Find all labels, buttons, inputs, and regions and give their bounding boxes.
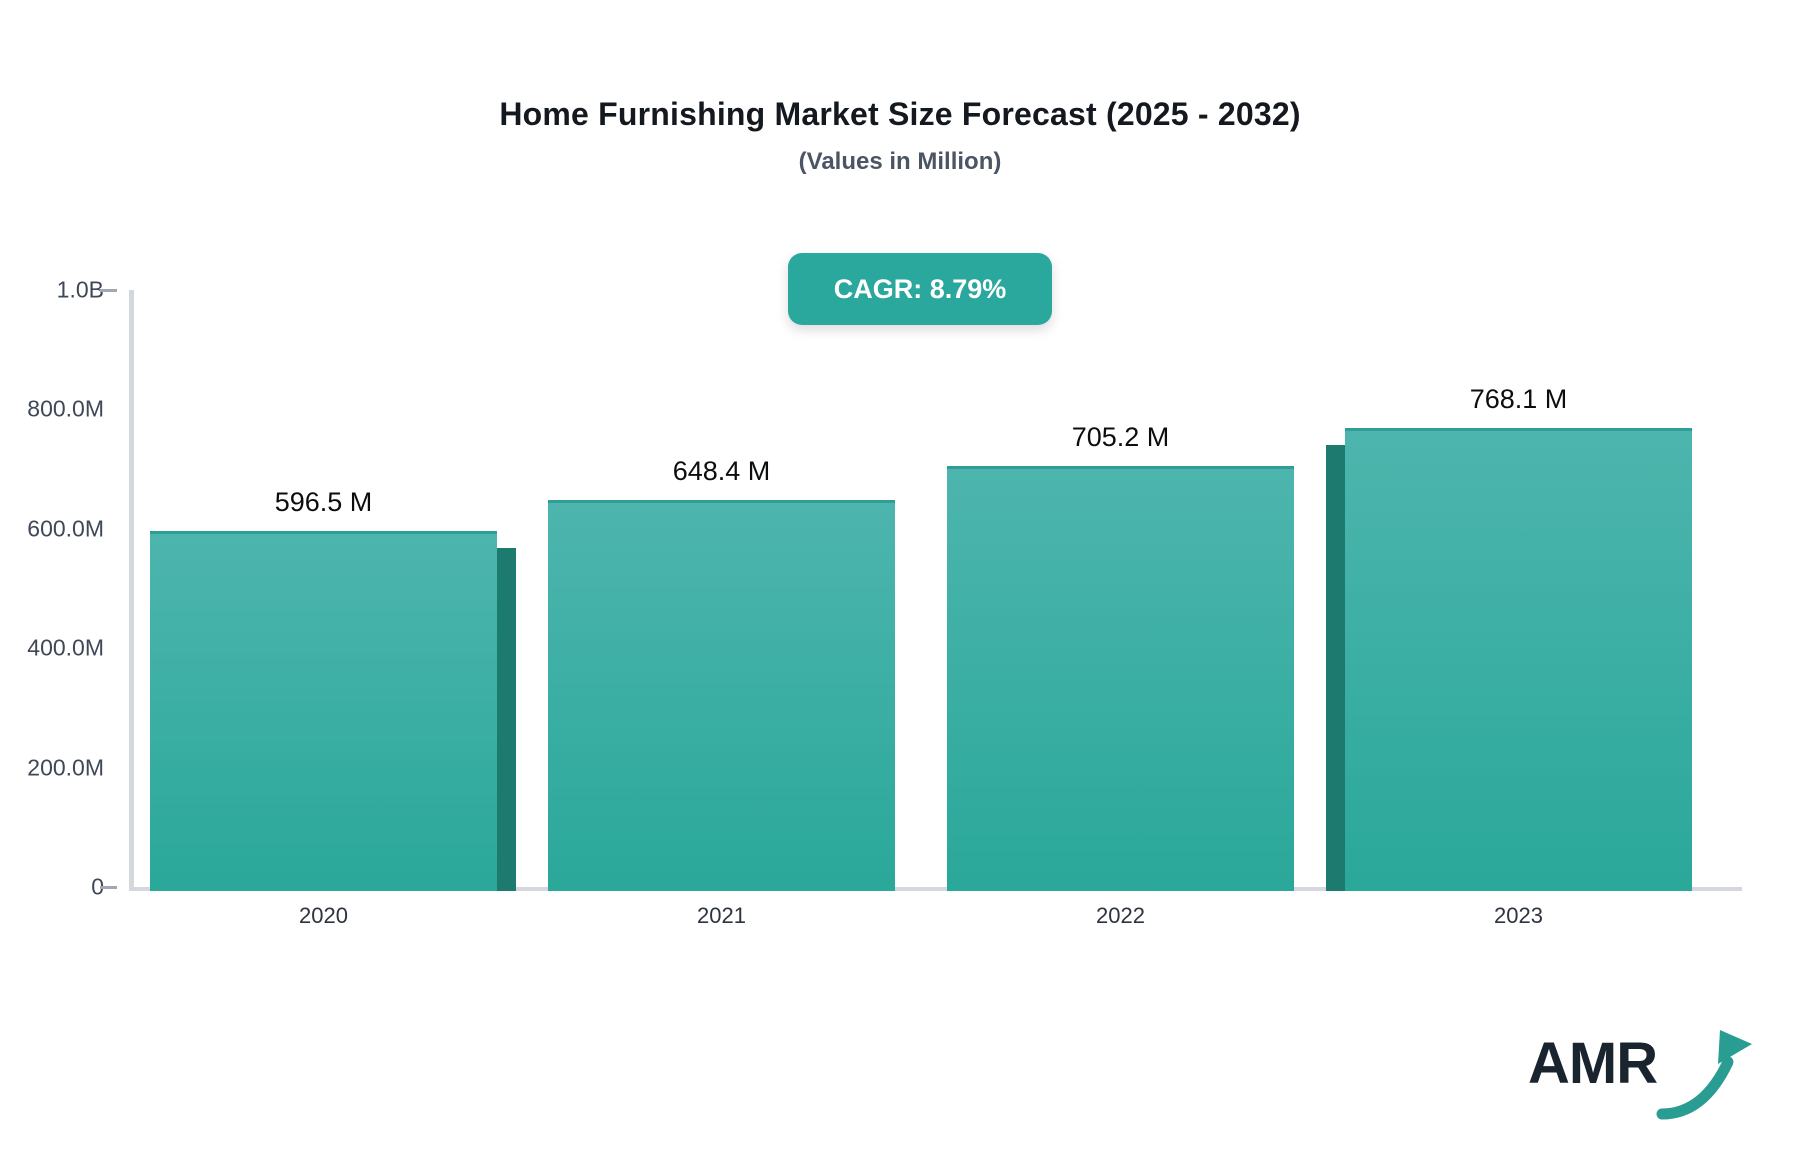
y-axis-tick-label: 400.0M [27, 634, 104, 661]
y-axis-tick-label: 800.0M [27, 395, 104, 422]
page-subtitle: (Values in Million) [798, 148, 1002, 175]
bar-2020 [150, 531, 497, 891]
x-axis-label-2020: 2020 [299, 903, 348, 928]
cagr-badge: CAGR: 8.79% [788, 253, 1052, 325]
amr-logo: AMR [1528, 1030, 1752, 1120]
bar-2023 [1345, 428, 1692, 891]
y-axis-tick-label: 0 [91, 873, 104, 900]
amr-logo-text: AMR [1528, 1031, 1658, 1096]
bar-3d-side [497, 548, 516, 891]
y-axis-line [129, 290, 134, 891]
y-axis-tick-label: 600.0M [27, 515, 104, 542]
bar-3d-side [1326, 445, 1345, 891]
bar-2021 [548, 500, 895, 891]
x-axis-label-2021: 2021 [697, 903, 746, 928]
y-axis-tick-label: 1.0B [56, 276, 104, 303]
x-axis-label-2023: 2023 [1494, 903, 1543, 928]
x-axis-label-2022: 2022 [1096, 903, 1145, 928]
bar-2022 [947, 466, 1294, 891]
bar-value-label: 768.1 M [1469, 384, 1568, 414]
bar-value-label: 705.2 M [1071, 422, 1170, 452]
y-axis-tick-label: 200.0M [27, 754, 104, 781]
page-title: Home Furnishing Market Size Forecast (20… [499, 96, 1301, 132]
bar-value-label: 648.4 M [672, 456, 771, 486]
trend-arrow-icon [1656, 1030, 1752, 1120]
x-axis-line [129, 887, 1742, 891]
bar-value-label: 596.5 M [274, 487, 373, 517]
y-axis-tick-mark [100, 886, 117, 889]
y-axis-tick-mark [100, 289, 117, 292]
